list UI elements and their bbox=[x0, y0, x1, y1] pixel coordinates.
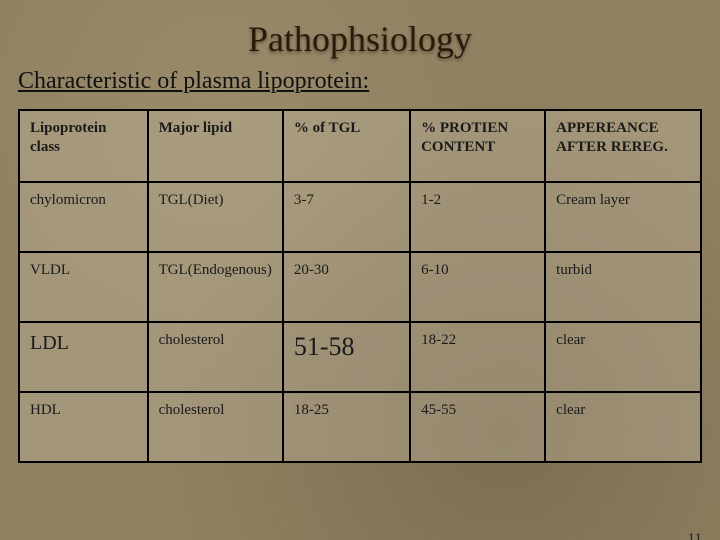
cell-class: HDL bbox=[19, 392, 148, 462]
cell-protein: 6-10 bbox=[410, 252, 545, 322]
page-subtitle: Characteristic of plasma lipoprotein: bbox=[18, 68, 720, 95]
table-row: LDL cholesterol 51-58 18-22 clear bbox=[19, 322, 701, 392]
table-row: chylomicron TGL(Diet) 3-7 1-2 Cream laye… bbox=[19, 182, 701, 252]
cell-class: LDL bbox=[19, 322, 148, 392]
col-pct-protein: % PROTIEN CONTENT bbox=[410, 110, 545, 182]
col-major-lipid: Major lipid bbox=[148, 110, 283, 182]
lipoprotein-table-wrap: Lipoprotein class Major lipid % of TGL %… bbox=[18, 109, 702, 463]
cell-lipid: cholesterol bbox=[148, 322, 283, 392]
cell-tgl: 3-7 bbox=[283, 182, 410, 252]
cell-lipid: cholesterol bbox=[148, 392, 283, 462]
cell-class: chylomicron bbox=[19, 182, 148, 252]
cell-appearance: Cream layer bbox=[545, 182, 701, 252]
cell-protein: 1-2 bbox=[410, 182, 545, 252]
cell-appearance: clear bbox=[545, 392, 701, 462]
col-lipoprotein-class: Lipoprotein class bbox=[19, 110, 148, 182]
col-pct-tgl: % of TGL bbox=[283, 110, 410, 182]
cell-tgl: 18-25 bbox=[283, 392, 410, 462]
cell-appearance: turbid bbox=[545, 252, 701, 322]
cell-tgl: 20-30 bbox=[283, 252, 410, 322]
page-number: 11 bbox=[688, 531, 702, 540]
cell-lipid: TGL(Endogenous) bbox=[148, 252, 283, 322]
page-title: Pathophsiology bbox=[0, 18, 720, 60]
cell-protein: 45-55 bbox=[410, 392, 545, 462]
cell-lipid: TGL(Diet) bbox=[148, 182, 283, 252]
cell-appearance: clear bbox=[545, 322, 701, 392]
cell-tgl: 51-58 bbox=[283, 322, 410, 392]
table-header-row: Lipoprotein class Major lipid % of TGL %… bbox=[19, 110, 701, 182]
col-appearance: APPEREANCE AFTER REREG. bbox=[545, 110, 701, 182]
table-row: VLDL TGL(Endogenous) 20-30 6-10 turbid bbox=[19, 252, 701, 322]
table-row: HDL cholesterol 18-25 45-55 clear bbox=[19, 392, 701, 462]
cell-class: VLDL bbox=[19, 252, 148, 322]
cell-protein: 18-22 bbox=[410, 322, 545, 392]
lipoprotein-table: Lipoprotein class Major lipid % of TGL %… bbox=[18, 109, 702, 463]
